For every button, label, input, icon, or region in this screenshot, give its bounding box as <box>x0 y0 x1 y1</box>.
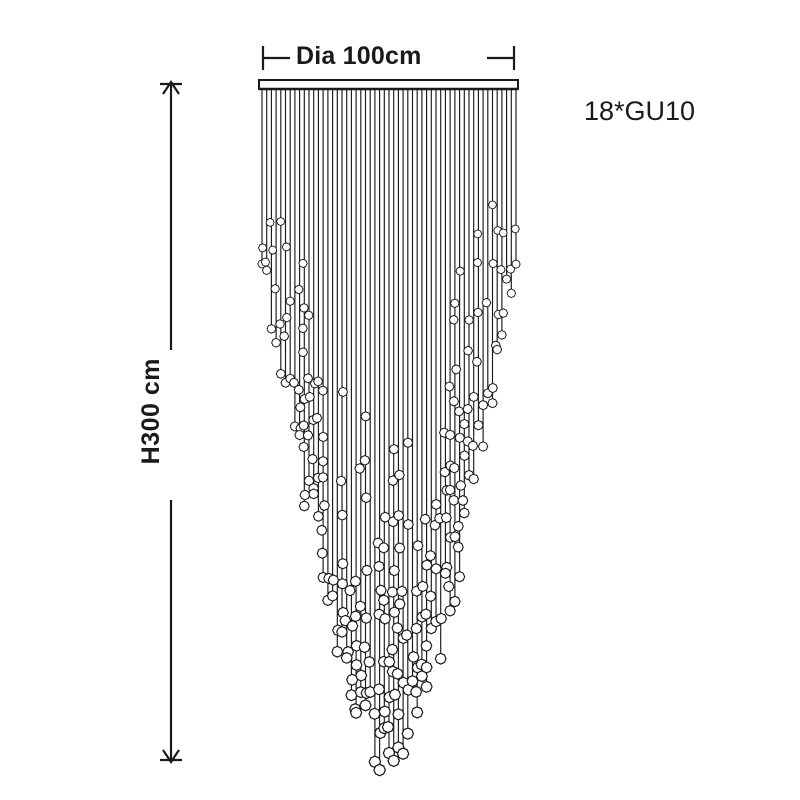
bulb-spec-label: 18*GU10 <box>584 96 696 126</box>
diameter-label: Dia 100cm <box>296 42 422 70</box>
canopy-plate <box>258 79 519 91</box>
height-label: H300 cm <box>137 358 165 465</box>
height-dimension-line <box>160 80 182 764</box>
diameter-dimension-line <box>261 46 516 70</box>
crystal-strands <box>257 90 521 777</box>
